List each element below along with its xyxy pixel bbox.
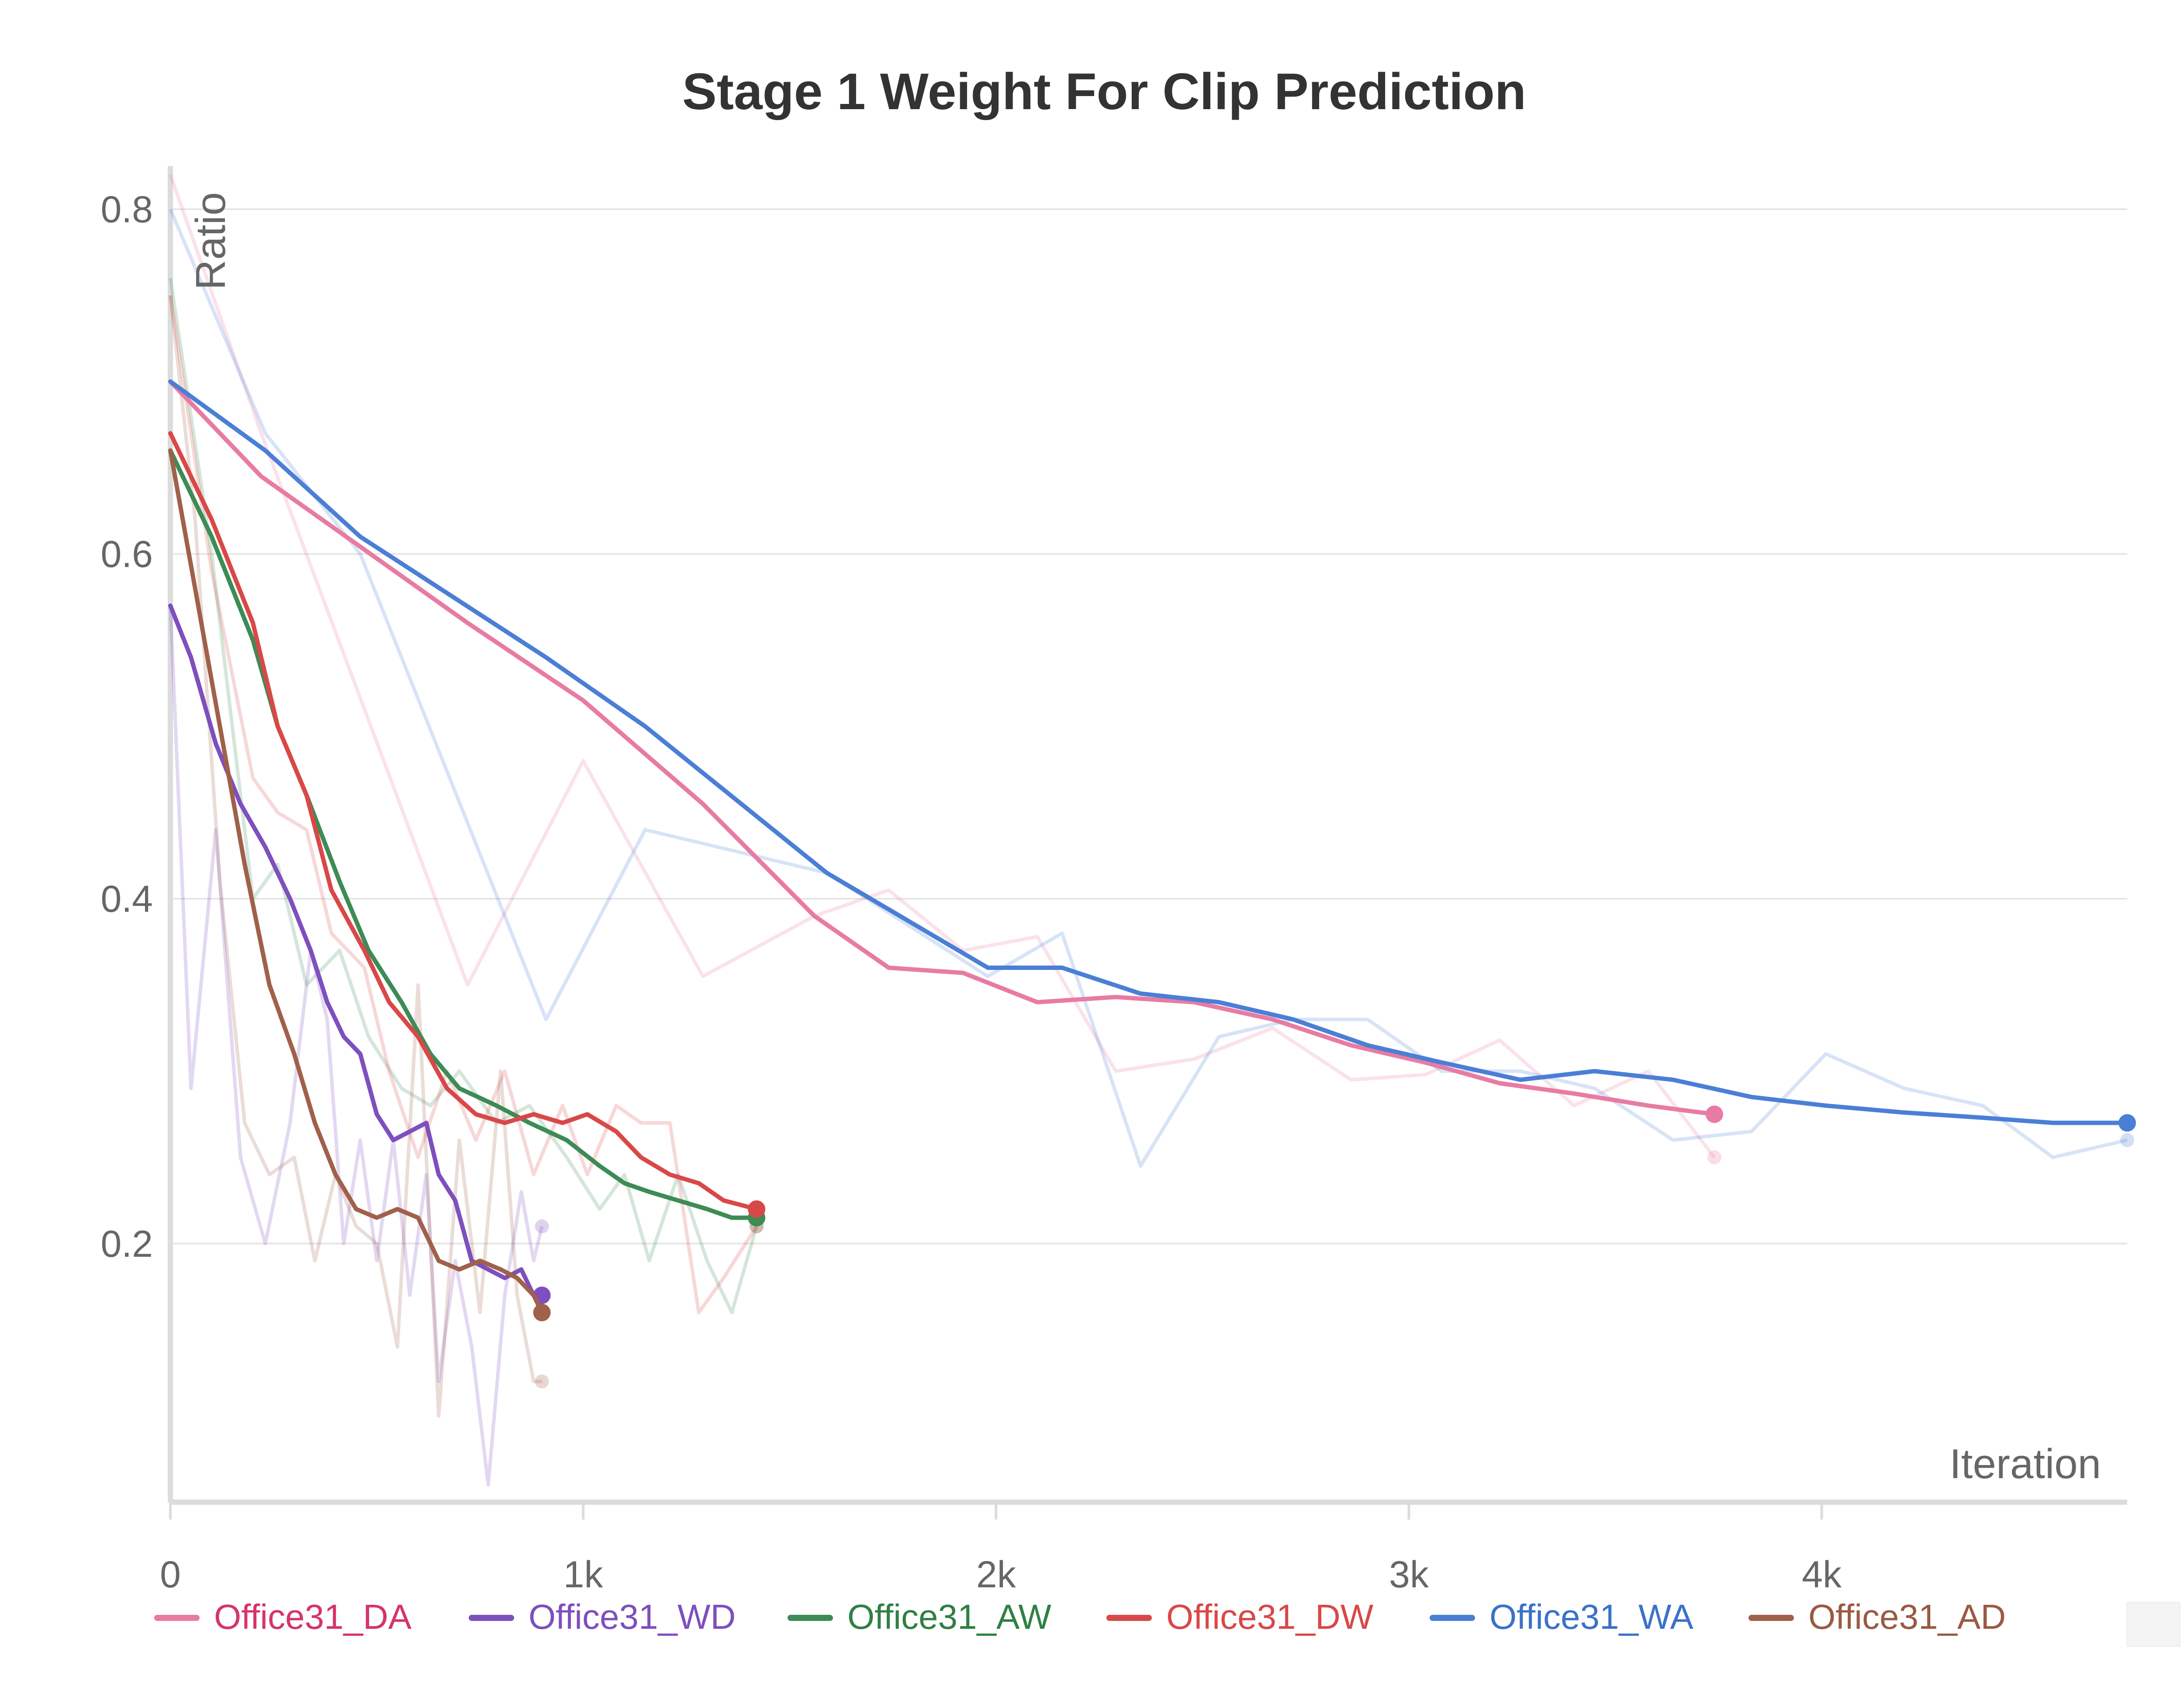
x-tick-label-1: 1k	[563, 1554, 604, 1596]
legend-label: Office31_WD	[529, 1597, 736, 1636]
raw-line-Office31_DA	[169, 174, 1716, 1158]
tick-labels: 0.2 0.4 0.6 0.8 0 1k 2k 3k 4k	[100, 189, 1842, 1596]
series-endpoint-Office31_DW	[748, 1200, 766, 1218]
legend-label: Office31_DA	[214, 1597, 412, 1636]
raw-line-Office31_AW	[169, 278, 758, 1314]
series-endpoint-Office31_WA	[2118, 1114, 2136, 1132]
grid-lines	[170, 208, 2127, 1245]
x-axis-label: Iteration	[1949, 1441, 2101, 1487]
chart-title: Stage 1 Weight For Clip Prediction	[682, 63, 1526, 121]
y-tick-label-1: 0.4	[100, 878, 153, 920]
y-axis-label: Ratio	[187, 192, 234, 290]
series-endpoint-Office31_AD	[533, 1303, 551, 1321]
raw-line-Office31_DW	[169, 295, 758, 1314]
x-tick-label-4: 4k	[1802, 1554, 1842, 1596]
raw-series-layer	[169, 174, 2134, 1487]
legend-item-Office31_WD[interactable]: Office31_WD	[469, 1597, 736, 1636]
raw-endpoint-Office31_WA	[2120, 1133, 2134, 1147]
series-line-Office31_WD	[168, 603, 544, 1298]
raw-endpoint-Office31_WD	[535, 1219, 549, 1234]
series-line-Office31_WA	[168, 379, 2129, 1125]
raw-line-Office31_WD	[169, 605, 544, 1487]
legend-item-Office31_WA[interactable]: Office31_WA	[1430, 1597, 1694, 1636]
legend-item-Office31_AD[interactable]: Office31_AD	[1749, 1597, 2006, 1636]
legend-label: Office31_DW	[1166, 1597, 1374, 1636]
legend-scroll-handle[interactable]	[2126, 1602, 2181, 1647]
series-endpoint-Office31_DA	[1705, 1105, 1723, 1123]
raw-endpoint-Office31_DA	[1707, 1150, 1721, 1165]
raw-line-Office31_AD	[169, 295, 542, 1418]
y-tick-label-0: 0.2	[100, 1223, 153, 1265]
legend-item-Office31_DW[interactable]: Office31_DW	[1106, 1597, 1374, 1636]
x-tick-label-3: 3k	[1389, 1554, 1429, 1596]
series-line-Office31_AD	[168, 448, 544, 1315]
legend-label: Office31_AW	[847, 1597, 1051, 1636]
legend-item-Office31_DA[interactable]: Office31_DA	[154, 1597, 412, 1636]
x-tick-label-2: 2k	[976, 1554, 1016, 1596]
legend: Office31_DA Office31_WD Office31_AW Office3…	[154, 1597, 2181, 1647]
raw-line-Office31_WA	[169, 208, 2128, 1168]
axes	[168, 166, 2127, 1520]
series-line-Office31_DA	[168, 379, 1717, 1117]
legend-label: Office31_WA	[1489, 1597, 1694, 1636]
y-tick-label-2: 0.6	[100, 534, 153, 576]
y-tick-label-3: 0.8	[100, 189, 153, 231]
x-tick-label-0: 0	[160, 1554, 181, 1596]
series-line-Office31_DW	[168, 431, 759, 1211]
smoothed-series-layer	[168, 379, 2136, 1321]
legend-item-Office31_AW[interactable]: Office31_AW	[788, 1597, 1051, 1636]
raw-endpoint-Office31_AD	[535, 1374, 549, 1389]
legend-label: Office31_AD	[1808, 1597, 2006, 1636]
